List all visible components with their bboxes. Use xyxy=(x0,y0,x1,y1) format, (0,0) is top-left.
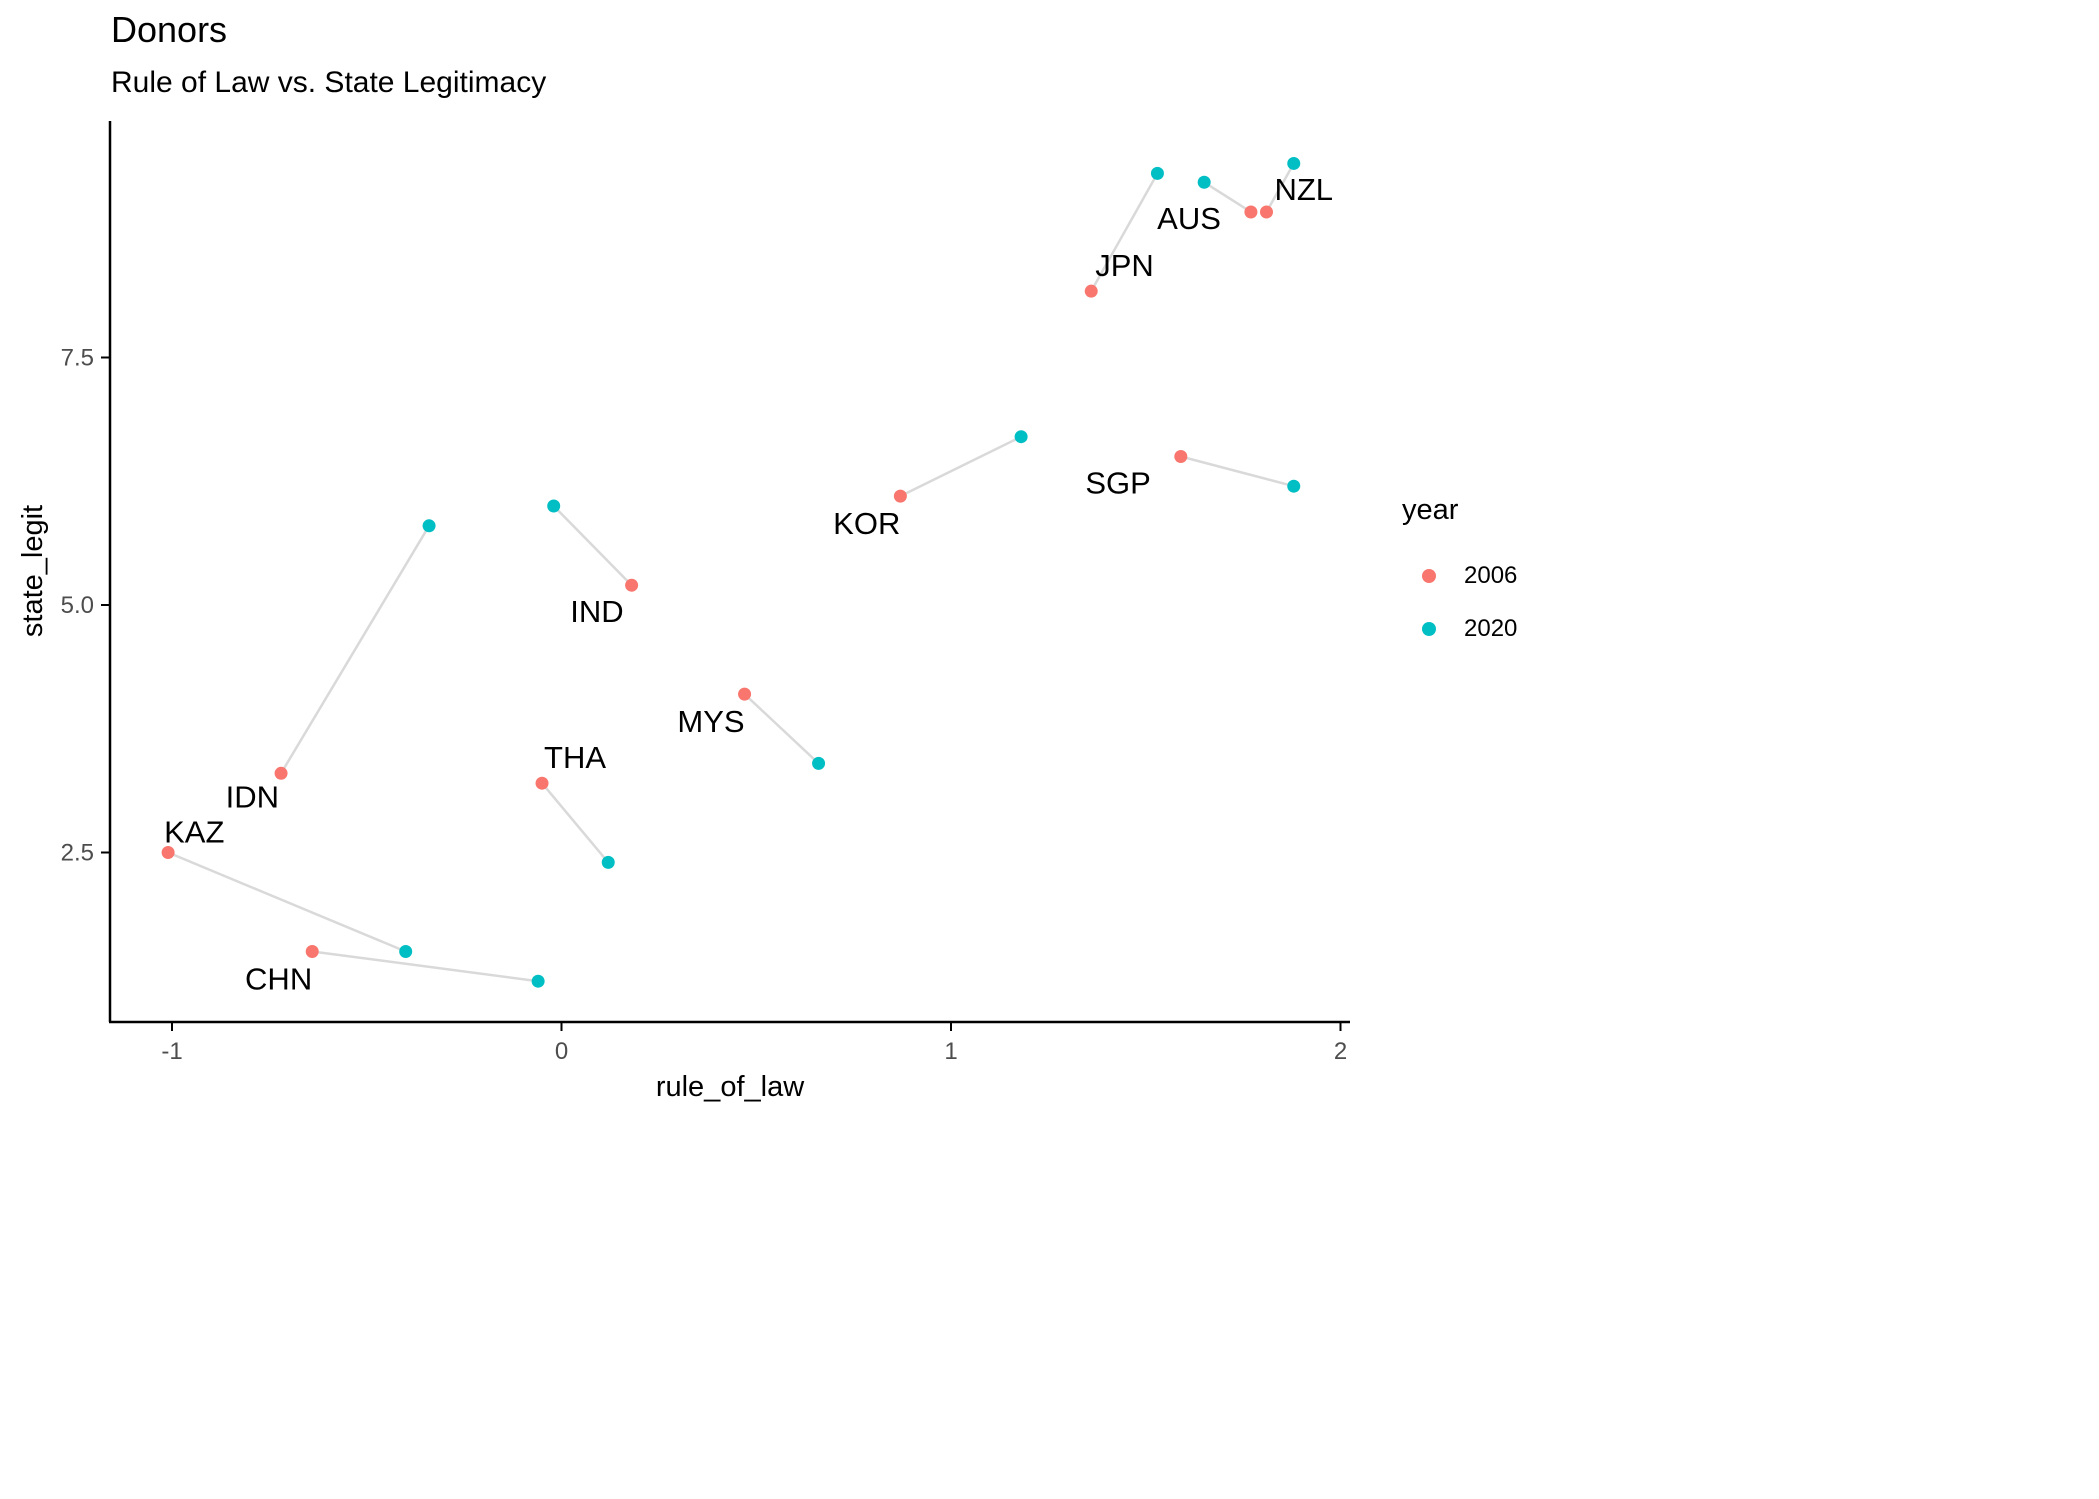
point-nzl-2006 xyxy=(1259,205,1273,219)
x-tick-label: -1 xyxy=(161,1038,182,1065)
point-sgp-2006 xyxy=(1174,450,1188,463)
y-axis-title: state_legit xyxy=(17,505,49,637)
point-label-ind: IND xyxy=(570,594,623,629)
legend-item-2006: 2006 xyxy=(1402,549,1517,602)
legend-swatch-2006 xyxy=(1422,568,1436,583)
point-mys-2020 xyxy=(812,756,826,770)
chart-subtitle: Rule of Law vs. State Legitimacy xyxy=(111,66,547,99)
legend-swatch-2020 xyxy=(1422,621,1436,636)
legend: year 2006 2020 xyxy=(1402,494,1517,655)
point-label-nzl: NZL xyxy=(1274,172,1333,207)
y-tick-label: 7.5 xyxy=(61,345,94,372)
point-chn-2020 xyxy=(531,974,545,988)
data-points xyxy=(161,156,1301,988)
connector-jpn xyxy=(1090,172,1159,292)
y-tick-label: 5.0 xyxy=(61,592,94,619)
point-label-mys: MYS xyxy=(677,704,744,739)
point-kaz-2006 xyxy=(161,846,175,859)
point-jpn-2006 xyxy=(1084,284,1098,298)
y-tick-label: 2.5 xyxy=(61,840,94,867)
legend-item-2020: 2020 xyxy=(1402,602,1517,655)
connector-lines xyxy=(167,162,1295,983)
connector-ind xyxy=(552,505,633,587)
connector-idn xyxy=(279,525,431,774)
point-jpn-2020 xyxy=(1150,166,1164,180)
point-aus-2006 xyxy=(1244,205,1258,219)
axis-ticks: -1 0 1 2 2.5 5.0 7.5 xyxy=(61,345,1348,1066)
point-chn-2006 xyxy=(305,945,319,958)
point-label-chn: CHN xyxy=(245,962,312,997)
legend-title: year xyxy=(1402,494,1459,526)
connector-chn xyxy=(312,950,539,983)
x-tick-label: 2 xyxy=(1334,1038,1347,1065)
point-kor-2006 xyxy=(893,489,907,503)
point-ind-2020 xyxy=(547,499,561,513)
point-idn-2006 xyxy=(274,766,288,780)
connector-aus xyxy=(1203,181,1252,214)
point-nzl-2020 xyxy=(1287,156,1301,170)
legend-label-2006: 2006 xyxy=(1464,561,1518,589)
connector-sgp xyxy=(1180,455,1295,488)
point-label-aus: AUS xyxy=(1157,201,1221,236)
x-axis-title: rule_of_law xyxy=(656,1071,805,1103)
point-sgp-2020 xyxy=(1287,479,1301,493)
point-aus-2020 xyxy=(1197,175,1211,189)
connector-tha xyxy=(541,782,610,864)
point-mys-2006 xyxy=(738,687,752,701)
legend-label-2020: 2020 xyxy=(1464,614,1518,642)
x-tick-label: 0 xyxy=(555,1038,568,1065)
point-ind-2006 xyxy=(625,578,639,592)
connector-kaz xyxy=(167,851,407,953)
point-label-tha: THA xyxy=(544,740,606,775)
point-kaz-2020 xyxy=(399,945,413,958)
chart-title: Donors xyxy=(111,9,228,50)
point-tha-2006 xyxy=(535,776,549,790)
point-idn-2020 xyxy=(422,519,436,533)
connector-kor xyxy=(899,435,1022,498)
point-label-idn: IDN xyxy=(226,779,279,814)
connector-nzl xyxy=(1265,162,1295,213)
connector-mys xyxy=(743,693,820,765)
point-kor-2020 xyxy=(1014,430,1028,444)
axes xyxy=(108,121,1350,1024)
point-label-sgp: SGP xyxy=(1085,466,1150,501)
point-label-kaz: KAZ xyxy=(164,815,224,850)
point-label-jpn: JPN xyxy=(1095,248,1154,283)
point-label-kor: KOR xyxy=(833,506,900,541)
x-tick-label: 1 xyxy=(944,1038,957,1065)
point-tha-2020 xyxy=(601,855,615,869)
